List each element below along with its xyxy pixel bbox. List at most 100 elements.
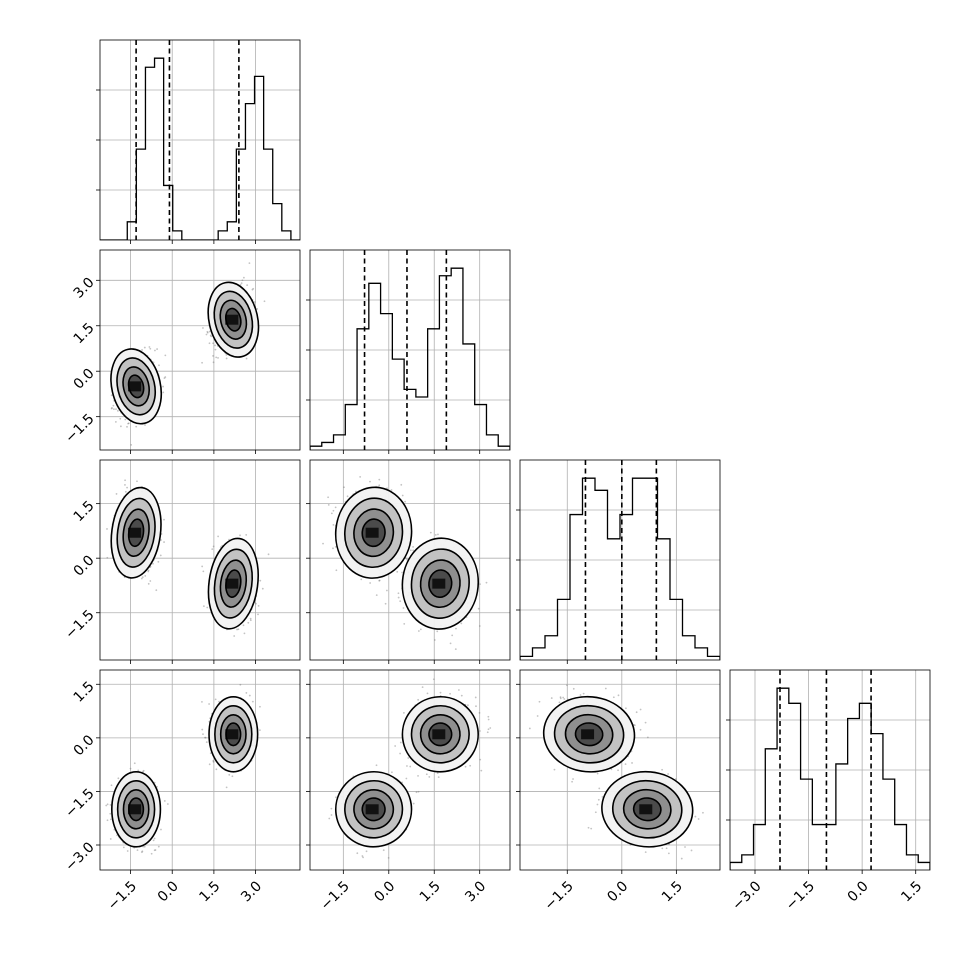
sample-point	[142, 769, 145, 772]
sample-point	[485, 581, 488, 584]
sample-point	[228, 773, 231, 776]
contour-0-3	[361, 518, 386, 548]
sample-point	[212, 355, 214, 357]
sample-point	[144, 424, 146, 426]
sample-point	[257, 604, 260, 607]
y-tick-label: 1.5	[71, 498, 98, 525]
y-tick-label: 1.5	[71, 320, 98, 347]
sample-point	[378, 579, 381, 582]
sample-point	[246, 284, 249, 287]
sample-point	[160, 539, 162, 541]
sample-point	[239, 683, 242, 686]
panel-frame	[309, 249, 511, 451]
sample-point	[454, 648, 457, 651]
sample-point	[399, 600, 402, 603]
sample-point	[332, 509, 335, 512]
sample-point	[400, 483, 403, 486]
sample-point	[202, 605, 205, 608]
sample-point	[332, 547, 334, 550]
sample-point	[404, 500, 407, 503]
sample-point	[245, 533, 248, 536]
panel-frame	[99, 459, 301, 661]
sample-point	[209, 752, 212, 755]
sample-point	[141, 349, 143, 351]
sample-point	[252, 287, 255, 290]
sample-point	[140, 577, 143, 580]
panel-frame	[309, 459, 511, 661]
sample-point	[409, 549, 412, 552]
panel-3-0: −3.0−1.50.01.5−1.5 0.0 1.5 3.0	[62, 669, 301, 914]
contour-0-1	[116, 357, 157, 416]
sample-point	[247, 621, 250, 624]
sample-point	[327, 496, 330, 499]
panel-1-1	[306, 249, 511, 454]
contour-0-1	[343, 497, 404, 569]
sample-point	[206, 331, 209, 334]
sample-point	[124, 418, 127, 421]
y-tick-label: 3.0	[71, 275, 98, 302]
sample-point	[240, 282, 243, 285]
contour-1-3	[225, 569, 242, 598]
contour-0-1	[116, 497, 156, 568]
sample-point	[202, 570, 205, 573]
sample-point	[109, 818, 112, 821]
sample-point	[241, 279, 244, 282]
sample-point	[253, 301, 256, 303]
sample-point	[242, 624, 245, 627]
sample-point	[245, 692, 248, 694]
sample-point	[137, 769, 140, 772]
sample-point	[455, 627, 457, 630]
sample-point	[116, 409, 119, 412]
sample-point	[149, 347, 152, 350]
sample-point	[163, 800, 166, 802]
sample-point	[204, 736, 206, 739]
sample-point	[478, 625, 481, 627]
sample-point	[119, 417, 122, 420]
contour-1-3	[224, 307, 242, 332]
contour-0-0	[110, 348, 163, 425]
sample-point	[153, 837, 156, 840]
sample-point	[215, 768, 218, 771]
sample-point	[417, 630, 420, 632]
contour-0-3	[127, 518, 145, 548]
sample-point	[154, 349, 156, 352]
sample-point	[322, 542, 324, 545]
sample-point	[434, 534, 437, 536]
density-core	[365, 527, 379, 538]
sample-point	[206, 330, 209, 333]
sample-point	[346, 495, 349, 498]
sample-point	[419, 628, 422, 631]
sample-point	[267, 553, 270, 556]
scatter-3-0	[105, 683, 261, 855]
y-tick-label: 0.0	[71, 366, 98, 393]
sample-point	[160, 828, 162, 831]
sample-point	[158, 364, 160, 367]
sample-point	[159, 554, 162, 557]
sample-point	[110, 784, 113, 787]
sample-point	[403, 623, 406, 625]
scatter-1-0	[110, 262, 266, 455]
panel-frame	[99, 39, 301, 241]
sample-point	[369, 582, 372, 584]
sample-point	[122, 846, 125, 849]
sample-point	[110, 407, 113, 410]
sample-point	[259, 579, 262, 582]
sample-point	[397, 596, 400, 599]
contour-1-0	[401, 537, 480, 630]
contour-0-0	[110, 486, 162, 579]
sample-point	[120, 453, 122, 455]
sample-point	[109, 838, 112, 840]
sample-point	[212, 761, 215, 763]
sample-point	[133, 762, 136, 765]
panel-2-2	[516, 459, 721, 664]
sample-point	[214, 698, 217, 701]
sample-point	[386, 589, 388, 592]
sample-point	[153, 849, 156, 852]
sample-point	[106, 803, 109, 806]
sample-point	[164, 354, 167, 357]
sample-point	[106, 819, 109, 822]
sample-point	[378, 484, 381, 487]
sample-point	[113, 408, 115, 411]
scatter-2-0	[106, 479, 270, 637]
sample-point	[162, 385, 164, 388]
